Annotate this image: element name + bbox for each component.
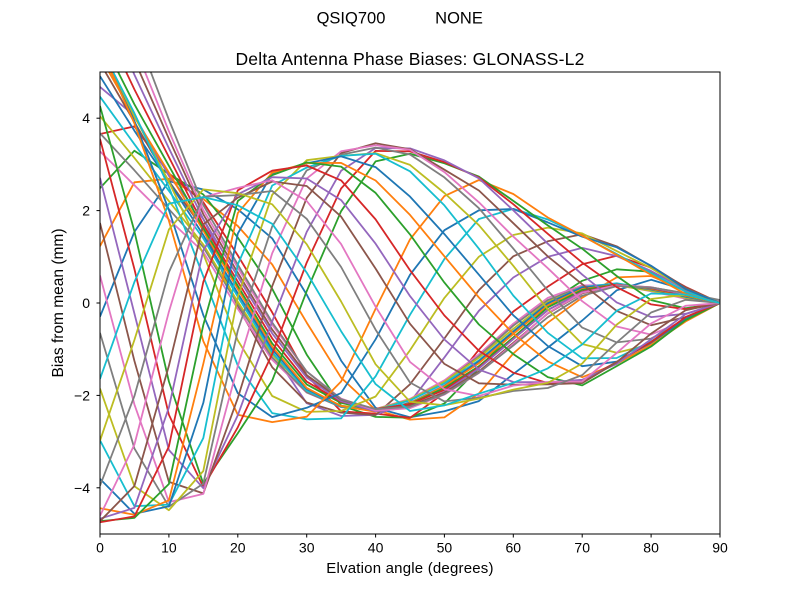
svg-text:50: 50: [437, 540, 453, 556]
svg-text:10: 10: [161, 540, 177, 556]
svg-text:−2: −2: [74, 387, 90, 403]
svg-text:2: 2: [82, 203, 90, 219]
svg-text:60: 60: [506, 540, 522, 556]
svg-text:70: 70: [574, 540, 590, 556]
svg-text:−4: −4: [74, 480, 90, 496]
svg-text:40: 40: [368, 540, 384, 556]
svg-text:80: 80: [643, 540, 659, 556]
svg-text:0: 0: [96, 540, 104, 556]
svg-text:QSIQ700: QSIQ700: [317, 10, 386, 28]
svg-text:Elvation angle (degrees): Elvation angle (degrees): [326, 560, 493, 577]
svg-text:20: 20: [230, 540, 246, 556]
svg-text:0: 0: [82, 295, 90, 311]
svg-text:Bias from mean (mm): Bias from mean (mm): [50, 229, 67, 378]
svg-text:4: 4: [82, 110, 90, 126]
svg-text:90: 90: [712, 540, 728, 556]
svg-text:NONE: NONE: [435, 10, 483, 28]
svg-text:Delta Antenna Phase Biases: GL: Delta Antenna Phase Biases: GLONASS-L2: [235, 49, 584, 69]
svg-text:30: 30: [299, 540, 315, 556]
